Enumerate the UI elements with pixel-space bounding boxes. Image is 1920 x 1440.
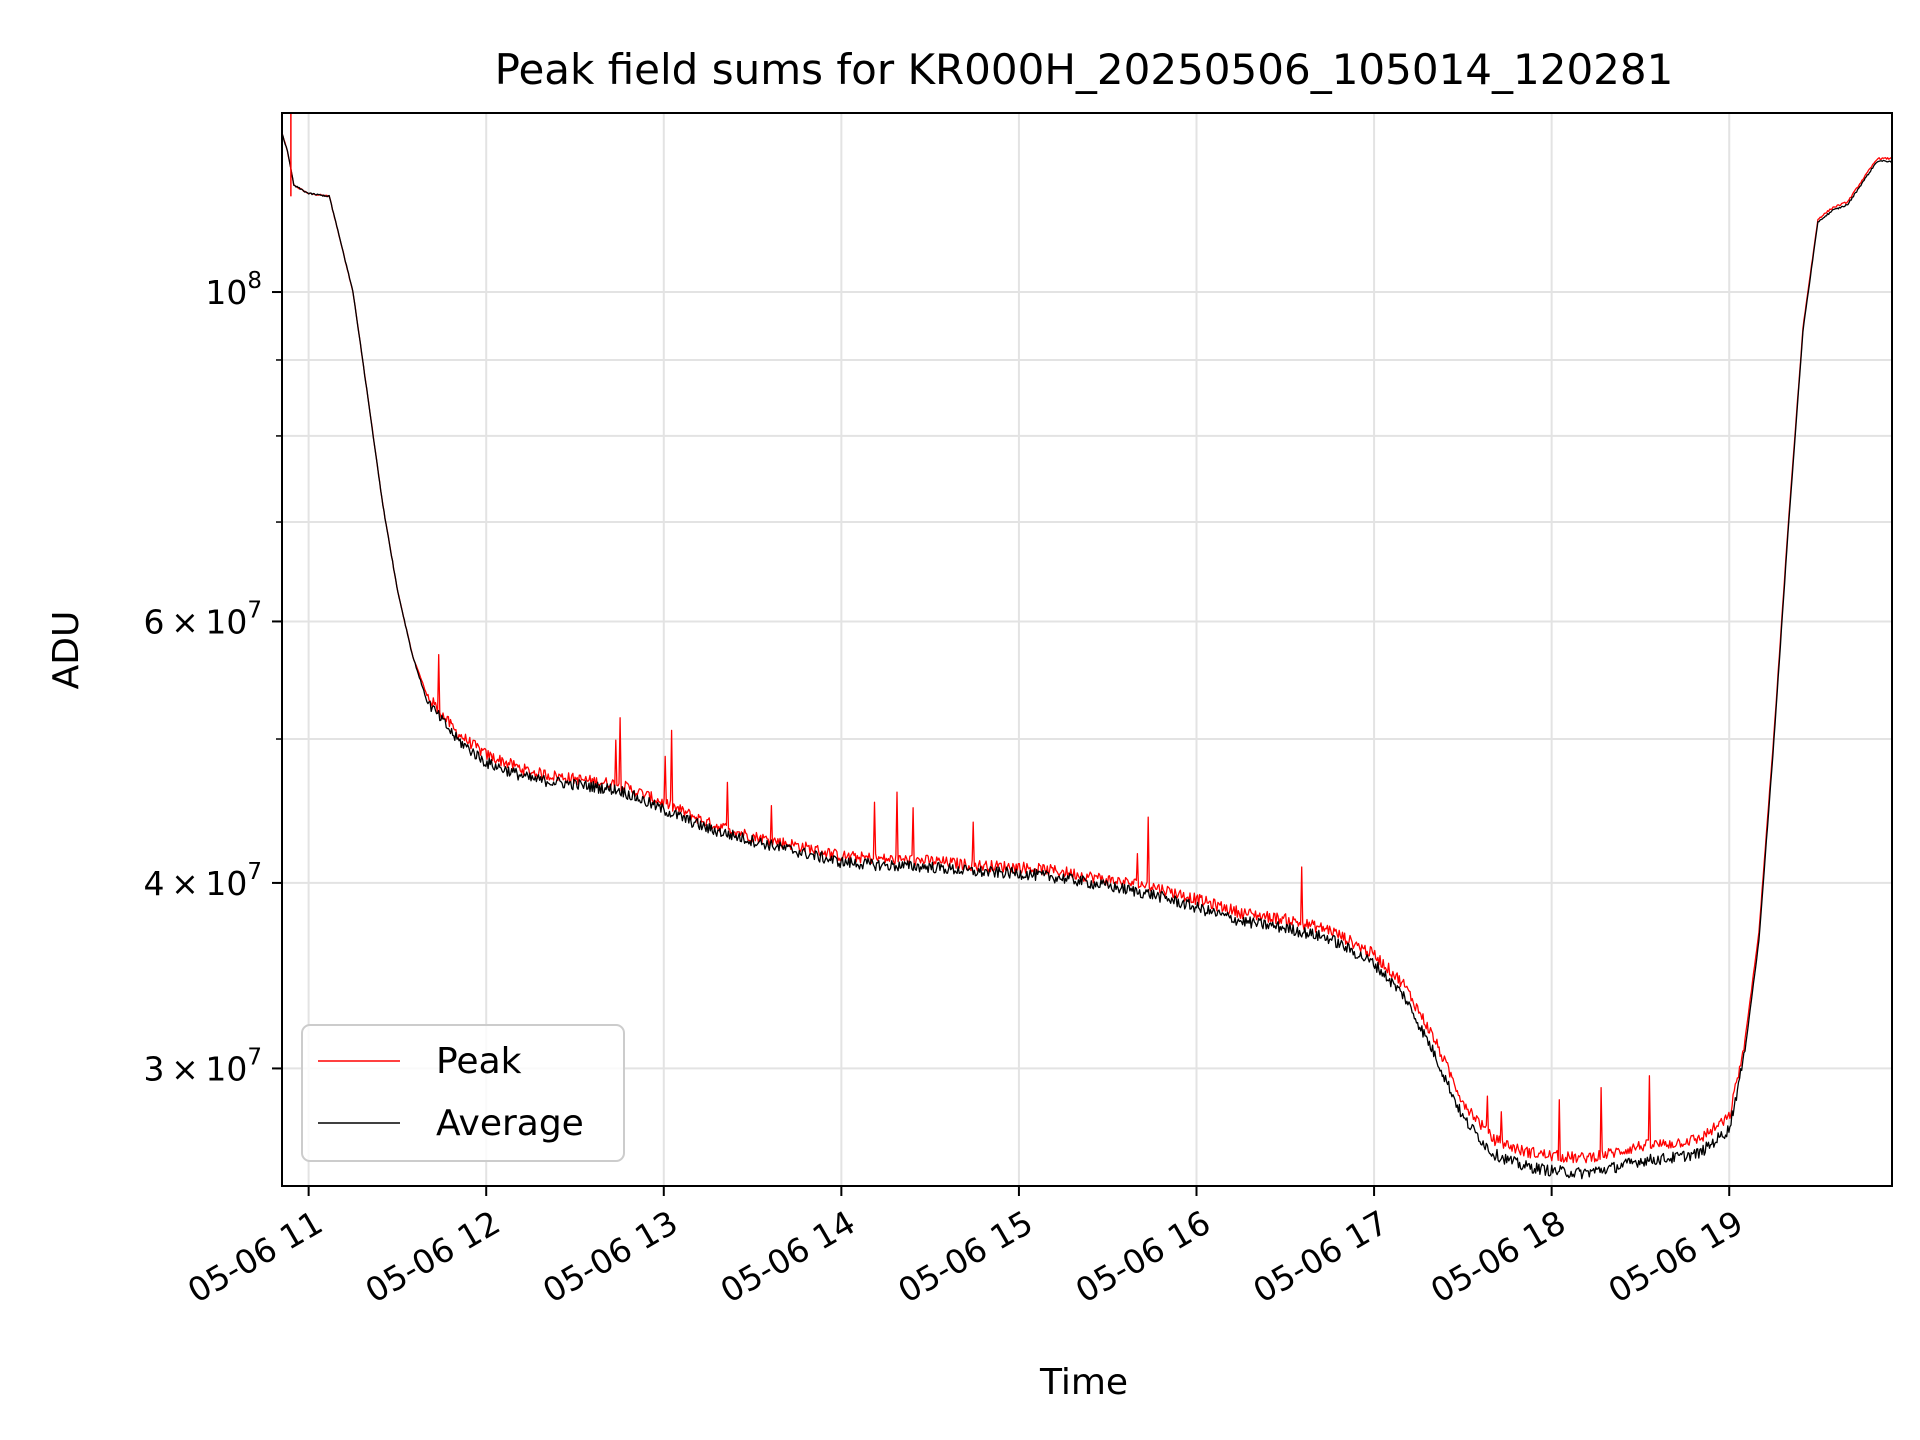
legend: Peak Average <box>301 1024 625 1162</box>
y-tick-label: 3 × 107 <box>144 1044 262 1088</box>
x-axis-label: Time <box>1039 1362 1128 1403</box>
legend-box <box>301 1024 625 1162</box>
series-line-average <box>282 133 1892 1180</box>
legend-label-average: Average <box>436 1103 584 1144</box>
y-tick-label: 108 <box>205 268 262 312</box>
series-line-peak <box>282 132 1892 1164</box>
plot-frame <box>281 112 1893 1187</box>
y-axis-label: ADU <box>46 611 87 690</box>
chart-title: Peak field sums for KR000H_20250506_1050… <box>495 45 1674 94</box>
y-axis: 108 6 × 107 4 × 107 3 × 107 <box>144 268 282 1088</box>
y-tick-label: 6 × 107 <box>144 597 262 641</box>
series-layer <box>282 113 1892 1180</box>
y-tick-label: 4 × 107 <box>144 859 262 903</box>
legend-label-peak: Peak <box>436 1041 522 1082</box>
